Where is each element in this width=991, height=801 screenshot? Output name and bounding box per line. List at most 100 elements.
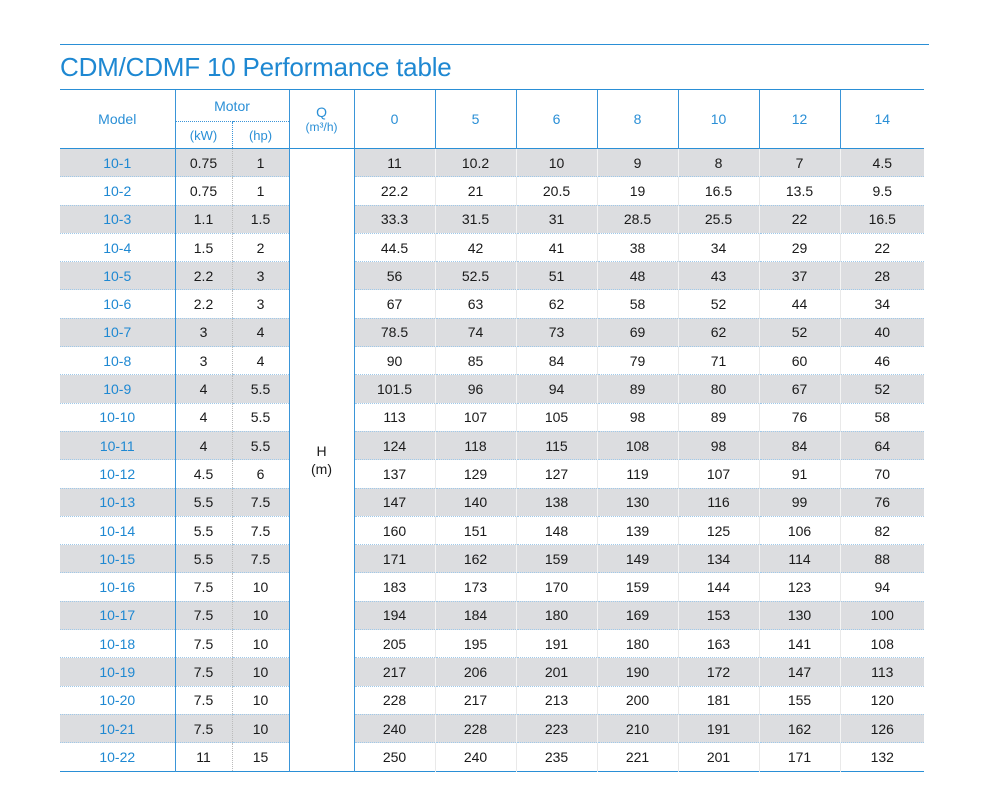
head-value-cell: 191 [677, 714, 760, 744]
table-row: 10-20 7.5 10 228 217 213 200 181 155 120 [60, 686, 925, 715]
kw-cell: 5.5 [174, 488, 232, 517]
kw-cell: 1.1 [174, 205, 232, 234]
head-value-cell: 116 [677, 488, 760, 517]
head-value-cell: 180 [515, 601, 598, 631]
kw-cell: 4 [174, 374, 232, 404]
head-value-cell: 85 [434, 346, 517, 376]
head-value-cell: 7 [758, 148, 841, 178]
kw-cell: 4 [174, 403, 232, 432]
table-row: 10-12 4.5 6 137 129 127 119 107 91 70 [60, 459, 925, 489]
table-row: 10-19 7.5 10 217 206 201 190 172 147 113 [60, 657, 925, 687]
head-value-cell: 19 [596, 176, 679, 206]
head-value-cell: 101.5 [354, 374, 436, 404]
kw-cell: 5.5 [174, 516, 232, 546]
model-cell: 10-11 [60, 431, 175, 461]
head-value-cell: 33.3 [354, 205, 436, 234]
head-value-cell: 171 [354, 544, 436, 574]
head-value-cell: 48 [596, 261, 679, 291]
table-row: 10-18 7.5 10 205 195 191 180 163 141 108 [60, 629, 925, 659]
table-row: 10-4 1.5 2 44.5 42 41 38 34 29 22 [60, 233, 925, 263]
head-value-cell: 147 [354, 488, 436, 517]
hp-cell: 10 [231, 572, 290, 602]
kw-cell: 7.5 [174, 686, 232, 715]
head-value-cell: 134 [677, 544, 760, 574]
model-cell: 10-19 [60, 657, 175, 687]
head-value-cell: 28.5 [596, 205, 679, 234]
title-top-rule [60, 44, 929, 45]
hp-cell: 1 [231, 148, 290, 178]
head-value-cell: 69 [596, 318, 679, 348]
table-row: 10-22 11 15 250 240 235 221 201 171 132 [60, 742, 925, 772]
head-value-cell: 119 [596, 459, 679, 489]
head-value-cell: 88 [839, 544, 925, 574]
model-cell: 10-5 [60, 261, 175, 291]
head-value-cell: 71 [677, 346, 760, 376]
head-value-cell: 155 [758, 686, 841, 715]
model-cell: 10-13 [60, 488, 175, 517]
head-value-cell: 89 [596, 374, 679, 404]
head-value-cell: 22 [839, 233, 925, 263]
head-value-cell: 31.5 [434, 205, 517, 234]
head-value-cell: 63 [434, 289, 517, 319]
head-value-cell: 180 [596, 629, 679, 659]
head-value-cell: 114 [758, 544, 841, 574]
head-value-cell: 162 [758, 714, 841, 744]
table-row: 10-21 7.5 10 240 228 223 210 191 162 126 [60, 714, 925, 744]
table-row: 10-6 2.2 3 67 63 62 58 52 44 34 [60, 289, 925, 319]
head-value-cell: 184 [434, 601, 517, 631]
head-value-cell: 107 [677, 459, 760, 489]
head-value-cell: 137 [354, 459, 436, 489]
table-row: 10-17 7.5 10 194 184 180 169 153 130 100 [60, 601, 925, 631]
head-value-cell: 162 [434, 544, 517, 574]
head-value-cell: 91 [758, 459, 841, 489]
head-value-cell: 52 [677, 289, 760, 319]
head-value-cell: 195 [434, 629, 517, 659]
head-value-cell: 169 [596, 601, 679, 631]
head-value-cell: 94 [839, 572, 925, 602]
kw-cell: 7.5 [174, 601, 232, 631]
head-value-cell: 144 [677, 572, 760, 602]
head-value-cell: 126 [839, 714, 925, 744]
header-flow: 12 [758, 89, 841, 149]
head-value-cell: 163 [677, 629, 760, 659]
head-value-cell: 52.5 [434, 261, 517, 291]
hp-cell: 10 [231, 629, 290, 659]
hp-cell: 4 [231, 346, 290, 376]
hp-cell: 7.5 [231, 544, 290, 574]
model-cell: 10-17 [60, 601, 175, 631]
model-cell: 10-1 [60, 148, 175, 178]
head-value-cell: 140 [434, 488, 517, 517]
head-value-cell: 84 [515, 346, 598, 376]
kw-cell: 7.5 [174, 714, 232, 744]
head-value-cell: 159 [596, 572, 679, 602]
head-value-cell: 56 [354, 261, 436, 291]
model-cell: 10-22 [60, 742, 175, 772]
header-flow: 10 [677, 89, 760, 149]
head-value-cell: 21 [434, 176, 517, 206]
head-value-cell: 200 [596, 686, 679, 715]
kw-cell: 3 [174, 346, 232, 376]
model-cell: 10-3 [60, 205, 175, 234]
head-value-cell: 127 [515, 459, 598, 489]
hp-cell: 10 [231, 714, 290, 744]
head-value-cell: 76 [839, 488, 925, 517]
kw-cell: 11 [174, 742, 232, 772]
model-cell: 10-20 [60, 686, 175, 715]
hp-cell: 1 [231, 176, 290, 206]
head-value-cell: 29 [758, 233, 841, 263]
head-value-cell: 44.5 [354, 233, 436, 263]
head-value-cell: 240 [434, 742, 517, 772]
head-value-cell: 40 [839, 318, 925, 348]
head-value-cell: 228 [434, 714, 517, 744]
model-cell: 10-14 [60, 516, 175, 546]
header-q-symbol: Q [316, 104, 327, 120]
head-value-cell: 130 [758, 601, 841, 631]
hp-cell: 3 [231, 261, 290, 291]
head-value-cell: 132 [839, 742, 925, 772]
kw-cell: 0.75 [174, 148, 232, 178]
header-hp: (hp) [231, 121, 290, 149]
head-value-cell: 76 [758, 403, 841, 432]
header-kw: (kW) [174, 121, 232, 149]
head-value-cell: 228 [354, 686, 436, 715]
head-value-cell: 240 [354, 714, 436, 744]
